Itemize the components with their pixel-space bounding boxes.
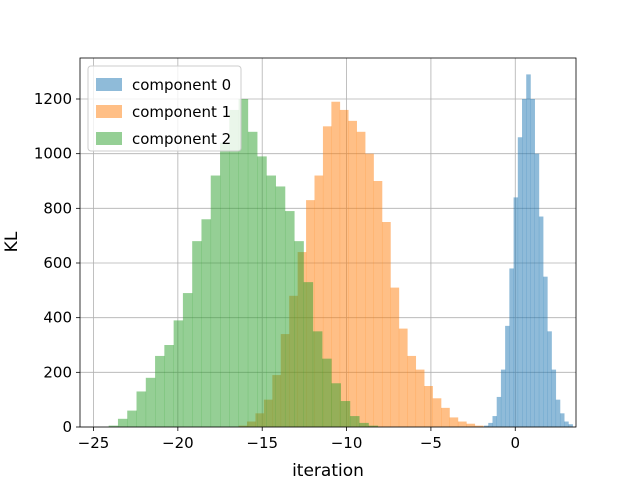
y-tick-label: 400 <box>43 309 72 327</box>
y-tick-label: 0 <box>62 418 72 436</box>
histogram-bar <box>238 99 249 427</box>
histogram-bar <box>173 320 184 427</box>
x-tick-label: −5 <box>420 434 442 452</box>
histogram-bar <box>496 396 502 427</box>
series-2-bars <box>108 99 379 428</box>
legend: component 0 component 1 component 2 <box>87 65 242 152</box>
legend-entry-label: component 0 <box>132 76 231 94</box>
histogram-bar <box>339 109 349 427</box>
legend-entry-label: component 2 <box>132 130 231 148</box>
histogram-bar <box>365 153 374 427</box>
legend-swatch <box>96 132 122 145</box>
histogram-bar <box>500 369 506 427</box>
histogram-bar <box>284 211 295 427</box>
histogram-bar <box>356 131 366 428</box>
histogram-bar <box>547 331 552 427</box>
histogram-bar <box>127 410 137 427</box>
plot-frame <box>79 57 577 428</box>
histogram-bar <box>381 222 391 427</box>
histogram-bar <box>568 424 573 427</box>
histogram-bar <box>488 422 493 427</box>
histogram-bar <box>522 99 527 427</box>
histogram-bar <box>466 423 476 427</box>
histogram-bar <box>368 425 379 427</box>
histogram-bar <box>457 421 467 427</box>
histogram-bar <box>359 422 369 427</box>
histogram-bar <box>322 126 332 427</box>
series-0-bars <box>484 74 573 428</box>
histogram-bar <box>564 421 569 427</box>
histogram-bar <box>526 74 531 428</box>
histogram-bar <box>322 358 332 427</box>
histogram-bar <box>182 293 193 427</box>
x-tick-label: −20 <box>162 434 194 452</box>
histogram-bar <box>407 355 417 427</box>
histogram-bar <box>220 142 230 427</box>
legend-entry-label: component 1 <box>132 103 231 121</box>
histogram-bar <box>314 175 324 427</box>
histogram-bar <box>424 386 433 427</box>
histogram-bar <box>331 101 341 427</box>
histogram-bar <box>312 331 323 427</box>
histogram-bar <box>509 268 514 427</box>
histogram-bar <box>247 131 258 428</box>
histogram-bar <box>538 216 544 427</box>
histogram-bar <box>373 181 383 427</box>
histogram-bar <box>492 416 498 427</box>
x-axis-label: iteration <box>292 461 364 480</box>
histogram-bar <box>136 391 147 427</box>
y-tick-label: 600 <box>43 254 72 272</box>
histogram-bar <box>349 416 360 427</box>
histogram-bar <box>441 407 450 427</box>
histogram-bar <box>551 369 557 427</box>
histogram-bar <box>534 153 540 427</box>
histogram-bar <box>555 399 561 427</box>
histogram-bar <box>275 186 286 427</box>
histogram-bar <box>543 276 548 427</box>
histogram-bar <box>513 197 519 427</box>
histogram-bar <box>474 425 484 427</box>
histogram-bar <box>117 418 128 427</box>
histogram-bar <box>505 325 510 427</box>
histogram-bar <box>415 369 425 427</box>
x-tick-label: −10 <box>331 434 363 452</box>
histogram-bar <box>266 175 277 427</box>
legend-box <box>87 65 242 152</box>
y-axis-label: KL <box>2 231 22 252</box>
y-tick-label: 1000 <box>34 145 72 163</box>
histogram-bar <box>164 345 174 427</box>
legend-swatch <box>96 105 122 118</box>
axis-ticks: −25 −20 −15 −10 −5 0 0 200 400 600 800 1000 1200 <box>34 90 520 452</box>
y-tick-label: 800 <box>43 199 72 217</box>
histogram-bar <box>145 377 156 427</box>
histogram-bar <box>108 425 119 427</box>
histogram-bar <box>530 99 535 427</box>
x-tick-label: −15 <box>246 434 278 452</box>
histogram-bar <box>398 328 408 427</box>
histogram-bar <box>559 413 565 427</box>
histogram-bar <box>390 287 400 427</box>
histogram-bar <box>201 219 212 427</box>
histogram-bar <box>192 241 202 427</box>
histogram-bar <box>449 417 459 427</box>
histogram-bar <box>257 156 267 427</box>
histogram-bar <box>340 401 351 427</box>
x-tick-label: −25 <box>78 434 110 452</box>
histogram-bar <box>303 282 314 427</box>
histogram-bar <box>432 398 442 427</box>
histogram-bar <box>294 241 304 427</box>
legend-swatch <box>96 78 122 91</box>
histogram-bar <box>331 383 341 427</box>
histogram-bar <box>484 425 489 427</box>
x-tick-label: 0 <box>510 434 520 452</box>
y-tick-label: 1200 <box>34 90 72 108</box>
y-tick-label: 200 <box>43 363 72 381</box>
histogram-bar <box>210 175 221 427</box>
histogram-bar <box>155 355 165 427</box>
histogram-bar <box>517 137 523 427</box>
histogram-bars <box>108 74 573 428</box>
histogram-bar <box>348 120 357 427</box>
histogram-bar <box>229 109 239 427</box>
